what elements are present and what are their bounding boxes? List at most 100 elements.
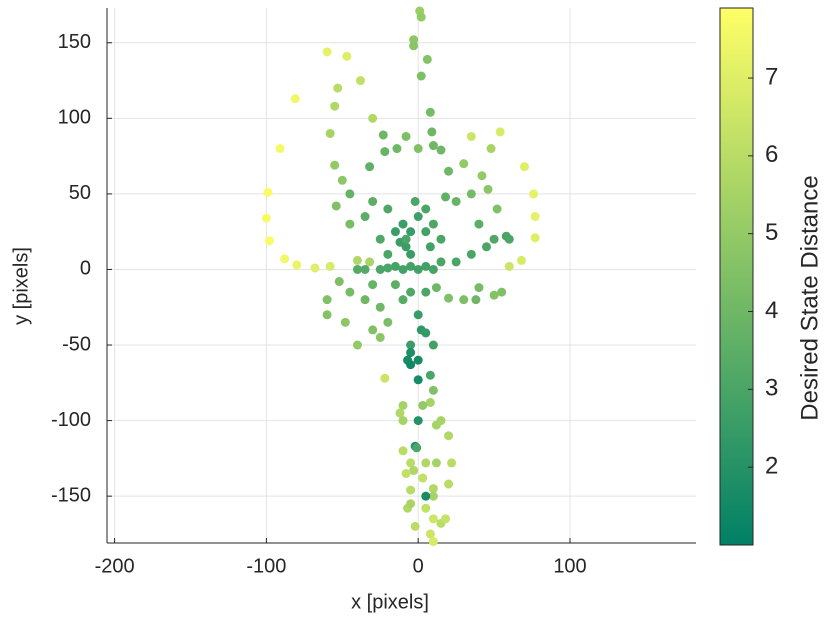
point <box>290 94 300 104</box>
point <box>471 295 481 305</box>
point <box>516 255 526 265</box>
point <box>395 408 405 418</box>
point <box>365 162 375 172</box>
point <box>398 446 408 456</box>
point <box>519 162 529 172</box>
point <box>451 257 461 267</box>
point <box>483 184 493 194</box>
point <box>413 144 423 154</box>
point <box>383 249 393 259</box>
point <box>383 204 393 214</box>
point <box>378 130 388 140</box>
point <box>428 514 438 524</box>
point <box>466 249 476 259</box>
point <box>406 458 416 468</box>
point <box>398 416 408 426</box>
point <box>447 458 457 468</box>
point <box>292 260 302 270</box>
y-tick-label: 0 <box>80 258 91 280</box>
y-tick-label: 50 <box>69 182 91 204</box>
point <box>474 283 484 293</box>
point <box>280 254 290 264</box>
point <box>410 196 420 206</box>
point <box>421 204 431 214</box>
point <box>413 375 423 385</box>
point <box>390 280 400 290</box>
point <box>427 127 437 137</box>
point <box>416 71 426 81</box>
point <box>459 295 469 305</box>
point <box>486 144 496 154</box>
x-axis-label: x [pixels] <box>351 591 429 613</box>
point <box>495 127 505 137</box>
point <box>406 287 416 297</box>
y-tick-label: 150 <box>58 31 91 53</box>
point <box>459 159 469 169</box>
colorbar-tick-label: 3 <box>765 375 778 402</box>
point <box>410 521 420 531</box>
point <box>342 51 352 61</box>
point <box>474 219 484 229</box>
point <box>360 264 370 274</box>
point <box>530 233 540 243</box>
point <box>418 473 428 483</box>
point <box>425 107 435 117</box>
point <box>529 189 539 199</box>
point <box>441 514 451 524</box>
point <box>436 145 446 155</box>
point <box>425 397 435 407</box>
point <box>398 295 408 305</box>
x-tick-label: 100 <box>553 555 586 577</box>
point <box>368 325 378 335</box>
point <box>431 283 441 293</box>
point <box>418 400 428 410</box>
point <box>401 131 411 141</box>
point <box>425 370 435 380</box>
point <box>360 295 370 305</box>
point <box>421 491 431 501</box>
point <box>466 131 476 141</box>
point <box>368 280 378 290</box>
point <box>406 485 416 495</box>
point <box>489 290 499 300</box>
point <box>337 175 347 185</box>
point <box>421 287 431 297</box>
point <box>392 144 402 154</box>
point <box>390 227 400 237</box>
point <box>421 458 431 468</box>
point <box>325 128 335 138</box>
y-tick-label: -50 <box>62 333 91 355</box>
point <box>428 340 438 350</box>
point <box>412 443 422 453</box>
point <box>352 255 362 265</box>
point <box>413 355 423 365</box>
point <box>340 317 350 327</box>
point <box>325 261 335 271</box>
point <box>428 264 438 274</box>
point <box>330 101 340 111</box>
point <box>406 227 416 237</box>
point <box>482 242 492 252</box>
point <box>275 144 285 154</box>
colorbar-tick-label: 5 <box>765 219 778 246</box>
point <box>406 261 416 271</box>
point <box>398 400 408 410</box>
colorbar-tick-label: 7 <box>765 63 778 90</box>
point <box>264 236 274 246</box>
point <box>444 431 454 441</box>
point <box>368 113 378 123</box>
point <box>413 212 423 222</box>
point <box>492 204 502 214</box>
point <box>444 166 454 176</box>
point <box>451 196 461 206</box>
point <box>428 219 438 229</box>
point <box>261 213 271 223</box>
point <box>310 263 320 273</box>
point <box>428 385 438 395</box>
point <box>428 141 438 151</box>
point <box>383 263 393 273</box>
point <box>398 219 408 229</box>
point <box>416 12 426 22</box>
point <box>497 287 507 297</box>
point <box>345 189 355 199</box>
